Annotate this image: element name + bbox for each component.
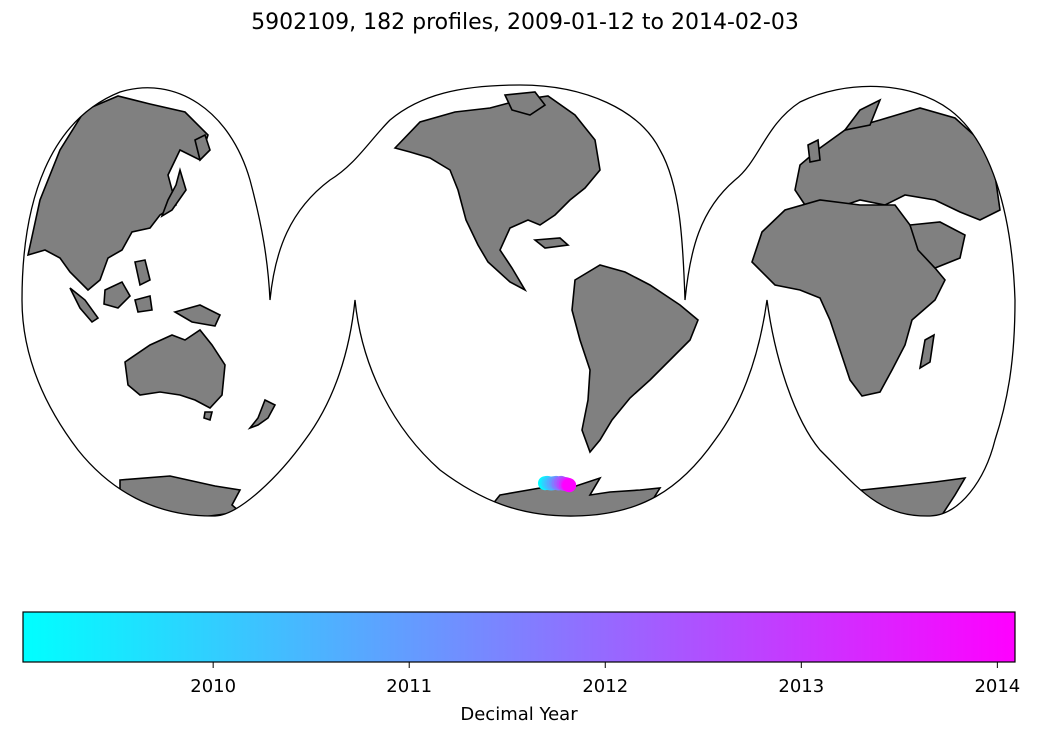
colorbar-tick-label: 2014 bbox=[974, 676, 1020, 697]
land-kamchatka bbox=[194, 133, 211, 162]
track-point bbox=[562, 478, 577, 493]
land-greenland bbox=[503, 91, 547, 116]
land-new-guinea bbox=[172, 304, 222, 327]
colorbar-gradient bbox=[22, 611, 1016, 663]
land-philippines bbox=[134, 259, 151, 287]
land-africa bbox=[751, 199, 946, 397]
colorbar-tick-label: 2013 bbox=[778, 676, 824, 697]
land-tasmania bbox=[203, 411, 214, 422]
colorbar-panel: 2010 2011 2012 2013 2014 Decimal Year bbox=[0, 560, 1050, 750]
land-south-america bbox=[571, 264, 699, 454]
chart-title: 5902109, 182 profiles, 2009-01-12 to 201… bbox=[251, 10, 799, 35]
land-madagascar bbox=[918, 333, 936, 370]
map-panel bbox=[0, 0, 1050, 560]
colorbar-tick-label: 2011 bbox=[386, 676, 432, 697]
colorbar-tick-label: 2010 bbox=[190, 676, 236, 697]
land-new-zealand bbox=[247, 398, 277, 430]
colorbar-ticks: 2010 2011 2012 2013 2014 bbox=[190, 662, 1020, 697]
colorbar-tick-label: 2012 bbox=[582, 676, 628, 697]
float-track bbox=[538, 475, 577, 493]
land-caribbean bbox=[532, 237, 570, 249]
colorbar: 2010 2011 2012 2013 2014 Decimal Year bbox=[22, 611, 1020, 725]
land-scandinavia bbox=[843, 98, 882, 132]
land-sumatra-borneo bbox=[69, 280, 153, 324]
land-uk bbox=[807, 138, 821, 163]
world-map[interactable] bbox=[0, 0, 1050, 560]
colorbar-label: Decimal Year bbox=[460, 704, 578, 725]
landmasses bbox=[26, 91, 1001, 517]
land-japan bbox=[160, 167, 187, 218]
land-australia bbox=[124, 328, 226, 409]
land-arabia bbox=[908, 221, 966, 269]
